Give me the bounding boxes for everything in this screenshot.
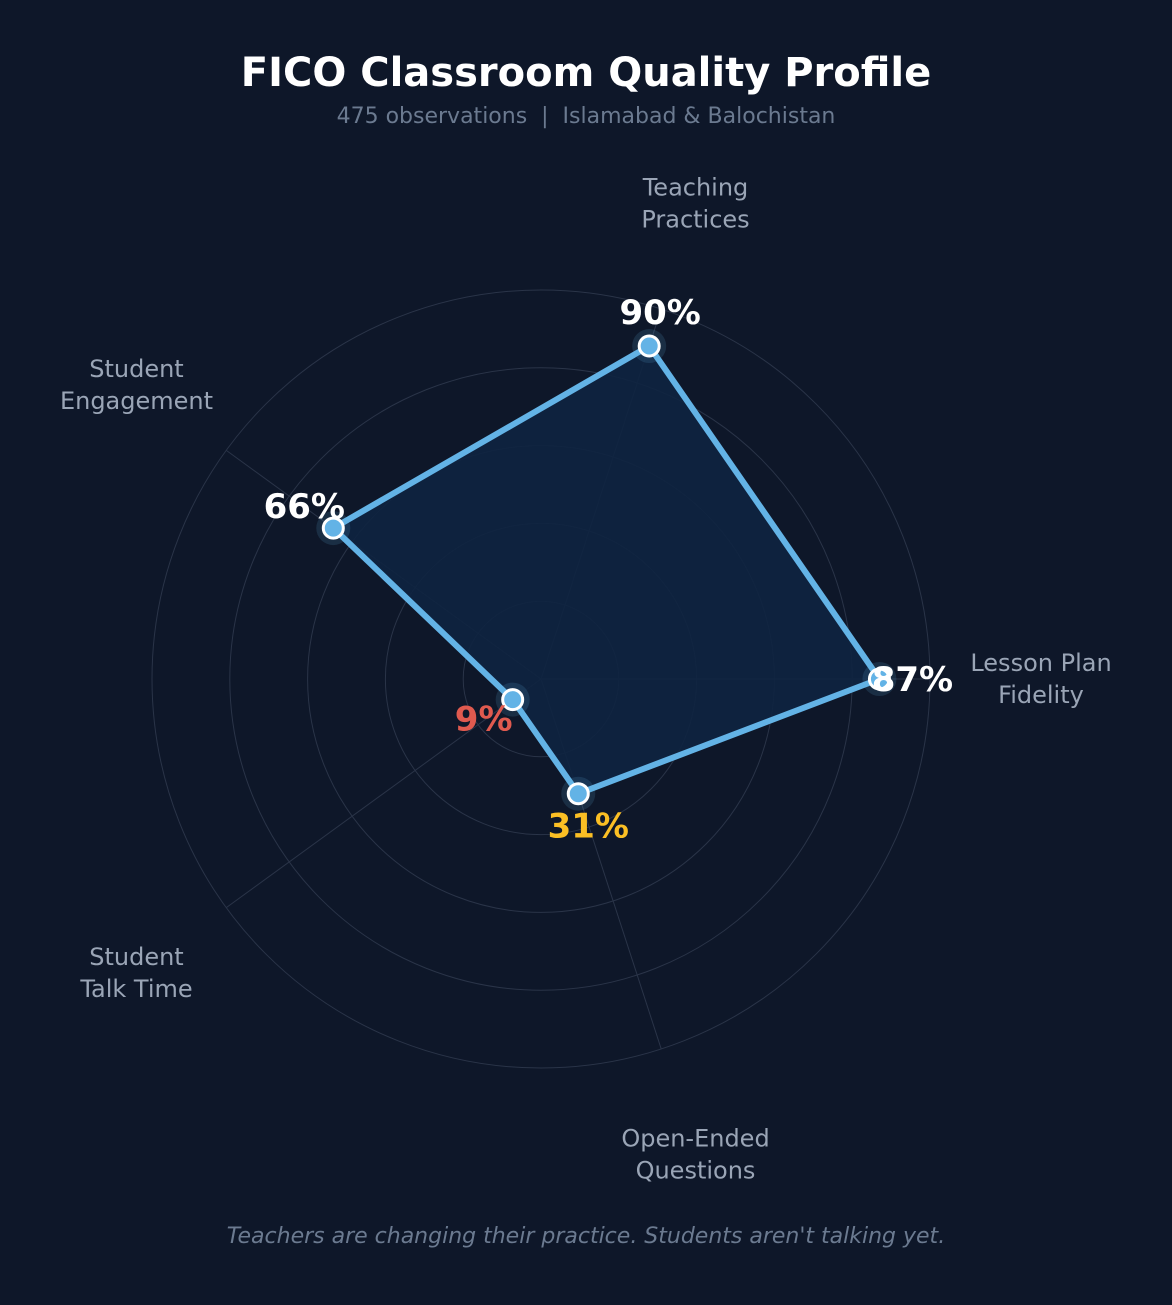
chart-title: FICO Classroom Quality Profile bbox=[240, 50, 932, 96]
data-point bbox=[566, 782, 590, 806]
data-point bbox=[867, 667, 891, 691]
axis-label: Student Talk Time bbox=[79, 943, 192, 1003]
axis-label: Teaching Practices bbox=[641, 173, 749, 233]
data-point bbox=[501, 688, 525, 712]
data-area bbox=[330, 343, 883, 797]
value-label: 90% bbox=[619, 293, 700, 333]
data-point bbox=[637, 334, 661, 358]
value-label: 31% bbox=[548, 807, 629, 847]
axis-label: Lesson Plan Fidelity bbox=[970, 649, 1111, 709]
chart-subtitle: 475 observations | Islamabad & Balochist… bbox=[336, 104, 836, 129]
value-label: 87% bbox=[872, 660, 953, 700]
data-point bbox=[321, 516, 345, 540]
axis-label: Student Engagement bbox=[60, 355, 213, 415]
axis-spoke bbox=[225, 678, 542, 909]
value-label: 66% bbox=[264, 487, 345, 527]
chart-footnote: Teachers are changing their practice. St… bbox=[226, 1224, 946, 1249]
axis-label: Open-Ended Questions bbox=[621, 1125, 769, 1185]
value-label: 9% bbox=[455, 700, 513, 740]
